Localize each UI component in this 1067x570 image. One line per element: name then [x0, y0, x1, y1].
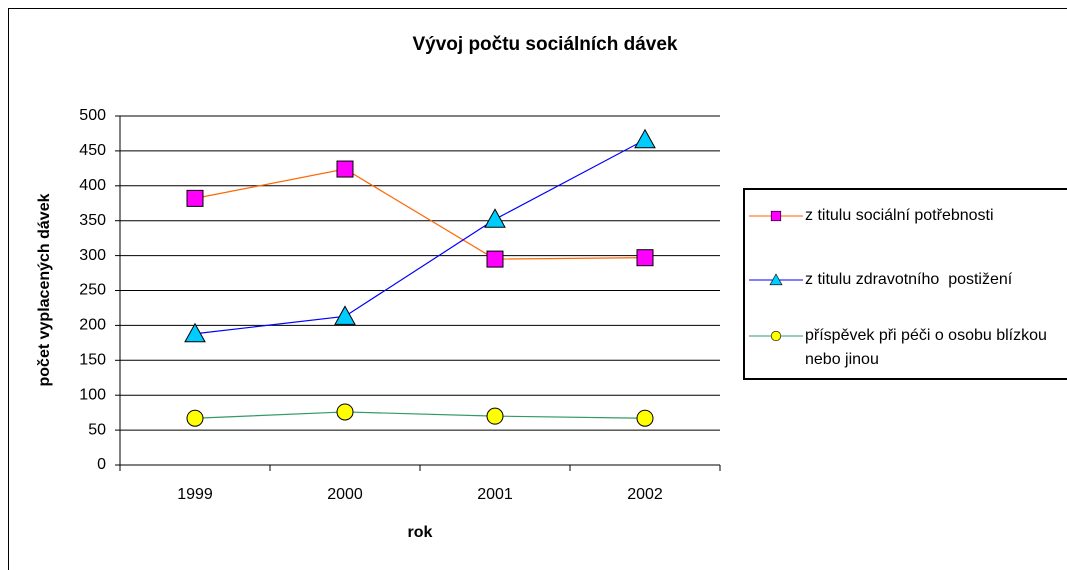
y-tick-label: 200 — [79, 317, 106, 334]
marker — [484, 208, 506, 228]
y-axis-label: počet vyplacených dávek — [36, 193, 53, 386]
y-tick-label: 300 — [79, 247, 106, 264]
marker — [770, 330, 782, 342]
legend-icon — [749, 210, 803, 222]
legend-item: z titulu sociální potřebnosti — [745, 204, 1060, 228]
series-line — [194, 168, 646, 260]
legend-icon — [749, 273, 803, 286]
y-tick-label: 500 — [79, 107, 106, 124]
x-tick-label: 2001 — [477, 486, 513, 503]
marker — [186, 189, 204, 207]
chart-title: Vývoj počtu sociálních dávek — [412, 34, 677, 55]
legend-icon — [749, 330, 803, 342]
legend: z titulu sociální potřebnosti z titulu zd… — [743, 188, 1067, 380]
y-tick-label: 250 — [79, 282, 106, 299]
marker — [636, 249, 654, 267]
series-line — [194, 411, 646, 419]
legend-label: příspěvek při péči o osobu blízkou nebo … — [805, 327, 1052, 368]
legend-label: z titulu zdravotního postižení — [805, 271, 1013, 288]
x-axis-label: rok — [408, 524, 433, 541]
series-line — [194, 139, 646, 335]
x-tick-label: 2002 — [627, 486, 663, 503]
y-tick-label: 0 — [97, 456, 106, 473]
y-tick-label: 150 — [79, 352, 106, 369]
marker — [769, 273, 783, 286]
marker — [186, 409, 204, 427]
y-tick-label: 450 — [79, 142, 106, 159]
marker — [336, 403, 354, 421]
marker — [486, 250, 504, 268]
marker — [336, 160, 354, 178]
y-tick-label: 350 — [79, 212, 106, 229]
marker — [486, 407, 504, 425]
marker — [184, 322, 206, 343]
marker — [634, 128, 656, 149]
chart-border — [8, 8, 1067, 570]
legend-item: příspěvek při péči o osobu blízkou nebo … — [745, 324, 1060, 372]
marker — [770, 210, 782, 222]
marker — [636, 409, 654, 427]
legend-item: z titulu zdravotního postižení — [745, 268, 1060, 292]
legend-label: z titulu sociální potřebnosti — [805, 207, 994, 224]
y-tick-label: 50 — [88, 421, 106, 438]
y-tick-label: 400 — [79, 177, 106, 194]
x-tick-label: 2000 — [327, 486, 363, 503]
y-tick-label: 100 — [79, 386, 106, 403]
x-tick-label: 1999 — [177, 486, 213, 503]
marker — [334, 305, 356, 325]
